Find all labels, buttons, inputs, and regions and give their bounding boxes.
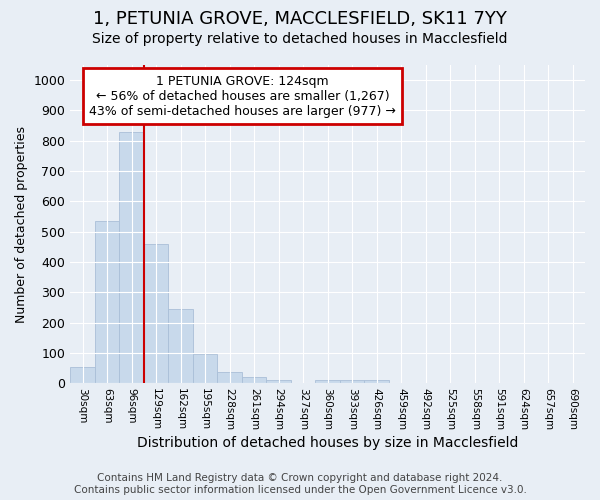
Text: 1, PETUNIA GROVE, MACCLESFIELD, SK11 7YY: 1, PETUNIA GROVE, MACCLESFIELD, SK11 7YY xyxy=(93,10,507,28)
Text: 1 PETUNIA GROVE: 124sqm
← 56% of detached houses are smaller (1,267)
43% of semi: 1 PETUNIA GROVE: 124sqm ← 56% of detache… xyxy=(89,74,396,118)
Text: Size of property relative to detached houses in Macclesfield: Size of property relative to detached ho… xyxy=(92,32,508,46)
Bar xyxy=(119,132,144,384)
Bar xyxy=(169,308,193,384)
Bar xyxy=(340,380,364,384)
X-axis label: Distribution of detached houses by size in Macclesfield: Distribution of detached houses by size … xyxy=(137,436,518,450)
Bar xyxy=(242,377,266,384)
Y-axis label: Number of detached properties: Number of detached properties xyxy=(15,126,28,322)
Bar xyxy=(144,244,169,384)
Bar xyxy=(364,380,389,384)
Bar xyxy=(316,380,340,384)
Bar xyxy=(266,380,291,384)
Bar xyxy=(70,367,95,384)
Bar xyxy=(217,372,242,384)
Bar xyxy=(193,354,217,384)
Bar xyxy=(95,221,119,384)
Text: Contains HM Land Registry data © Crown copyright and database right 2024.
Contai: Contains HM Land Registry data © Crown c… xyxy=(74,474,526,495)
